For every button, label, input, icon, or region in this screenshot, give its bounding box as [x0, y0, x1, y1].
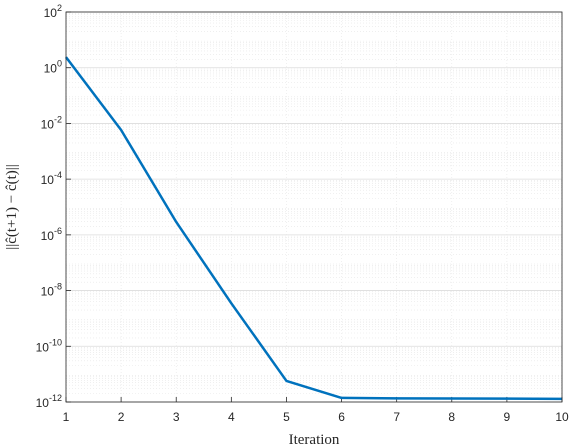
x-tick-label: 4 [228, 410, 235, 424]
y-tick-label: 10-10 [36, 337, 62, 354]
x-tick-label: 8 [448, 410, 455, 424]
data-line [65, 56, 563, 401]
y-tick-label: 10-6 [41, 226, 62, 243]
x-tick-label: 2 [118, 410, 125, 424]
x-axis-label: Iteration [289, 432, 340, 446]
y-tick-label: 102 [44, 3, 62, 20]
plot [65, 56, 563, 401]
y-tick-label: 10-12 [36, 393, 62, 410]
x-tick-label: 7 [393, 410, 400, 424]
y-tick-label: 10-8 [41, 282, 62, 299]
y-axis-label: ||ĉ(t+1) − ĉ(t)|| [4, 164, 20, 250]
y-tick-label: 10-2 [41, 114, 62, 131]
x-tick-label: 5 [283, 410, 290, 424]
axes-box [65, 11, 563, 403]
y-tick-label: 10-4 [41, 170, 62, 187]
grid: 10-12 10-10 10-8 10-6 10-4 10-2 100 102 1 2 3 4 5 6 7 8… [36, 3, 569, 424]
x-tick-label: 1 [63, 410, 70, 424]
x-tick-label: 6 [338, 410, 345, 424]
y-tick-label: 100 [44, 59, 62, 76]
x-tick-label: 10 [555, 410, 569, 424]
x-tick-label: 9 [504, 410, 511, 424]
x-tick-label: 3 [173, 410, 180, 424]
